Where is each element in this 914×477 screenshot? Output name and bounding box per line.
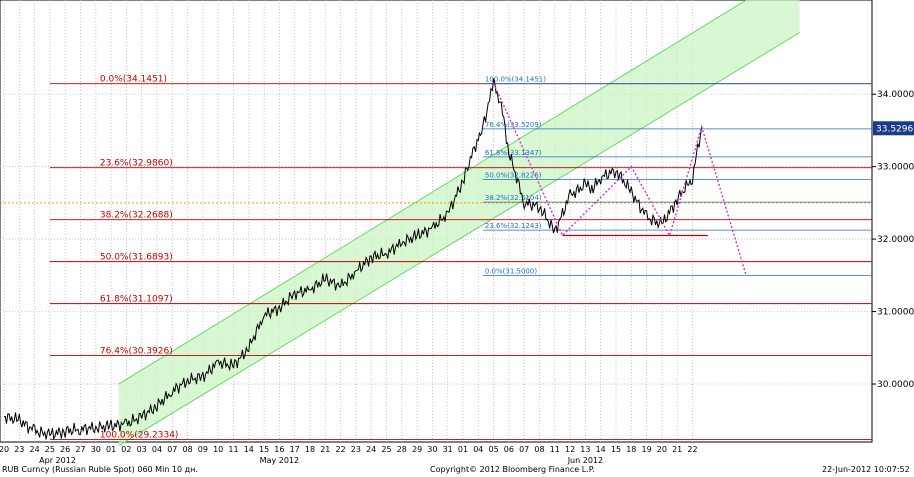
x-tick-label: 12	[565, 445, 575, 454]
x-tick-label: 07	[167, 445, 177, 454]
x-tick-label: 16	[274, 445, 284, 454]
x-tick-label: 24	[366, 445, 376, 454]
y-tick-label: 30.0000	[877, 380, 914, 390]
x-tick-label: 03	[137, 445, 147, 454]
x-tick-label: 02	[121, 445, 131, 454]
y-tick-label: 32.0000	[877, 235, 914, 245]
axes: 30.0000 31.0000 32.0000 33.0000 34.0000 33.52…	[0, 90, 914, 465]
instrument-caption: RUB Curncy (Russian Ruble Spot) 060 Min …	[2, 465, 198, 474]
last-price-box	[873, 121, 914, 136]
x-tick-label: 22	[336, 445, 346, 454]
x-tick-label: 30	[91, 445, 101, 454]
fib-main-label: 100.0%(29.2334)	[100, 431, 179, 441]
fib-recent-label: 100.0%(34.1451)	[485, 76, 546, 84]
fibonacci-levels: 0.0%(34.1451) 23.6%(32.9860) 38.2%(32.2688…	[0, 75, 872, 441]
x-tick-label: 30	[427, 445, 437, 454]
fib-recent-label: 76.4%(33.5209)	[485, 121, 542, 129]
y-tick-label: 31.0000	[877, 308, 914, 318]
fib-main-label: 0.0%(34.1451)	[100, 75, 167, 85]
y-tick-label: 33.0000	[877, 163, 914, 173]
x-tick-label: 19	[642, 445, 652, 454]
x-tick-label: 13	[580, 445, 590, 454]
x-tick-label: 25	[45, 445, 55, 454]
x-tick-label: 26	[60, 445, 70, 454]
x-tick-label: 08	[183, 445, 193, 454]
x-tick-label: 04	[152, 445, 162, 454]
x-tick-label: 05	[489, 445, 499, 454]
x-tick-label: 22	[687, 445, 697, 454]
timestamp-text: 22-Jun-2012 10:07:52	[822, 465, 910, 474]
x-tick-label: 15	[259, 445, 269, 454]
x-tick-label: 23	[351, 445, 361, 454]
x-tick-label: 20	[0, 445, 9, 454]
fib-main-label: 23.6%(32.9860)	[100, 159, 173, 169]
x-tick-label: 08	[534, 445, 544, 454]
last-price-label: 33.5296	[876, 124, 913, 134]
trend-channel	[118, 0, 800, 447]
x-tick-label: 20	[657, 445, 667, 454]
fib-main-label: 50.0%(31.6893)	[100, 253, 173, 263]
x-tick-label: 10	[213, 445, 223, 454]
x-tick-label: 21	[672, 445, 682, 454]
x-month-label: Apr 2012	[39, 456, 76, 465]
x-tick-label: 04	[473, 445, 483, 454]
x-tick-label: 27	[75, 445, 85, 454]
x-tick-label: 17	[290, 445, 300, 454]
x-tick-label: 07	[519, 445, 529, 454]
x-tick-label: 11	[228, 445, 238, 454]
x-tick-label: 14	[244, 445, 254, 454]
channel-lower-line	[118, 32, 800, 447]
x-tick-label: 18	[626, 445, 636, 454]
fib-recent-label: 0.0%(31.5000)	[485, 267, 537, 275]
price-series	[3, 78, 703, 441]
x-month-label: Jun 2012	[567, 456, 603, 465]
projection-overlay	[492, 83, 747, 276]
x-tick-label: 06	[504, 445, 514, 454]
x-tick-label: 01	[106, 445, 116, 454]
x-tick-label: 01	[458, 445, 468, 454]
x-tick-label: 25	[381, 445, 391, 454]
channel-fill	[118, 0, 800, 446]
x-tick-label: 18	[305, 445, 315, 454]
x-tick-label: 15	[611, 445, 621, 454]
x-tick-label: 31	[443, 445, 453, 454]
x-tick-label: 21	[320, 445, 330, 454]
fib-main-label: 76.4%(30.3926)	[100, 347, 173, 357]
x-tick-label: 23	[14, 445, 24, 454]
x-tick-label: 28	[397, 445, 407, 454]
y-tick-label: 34.0000	[877, 90, 914, 100]
x-tick-label: 29	[412, 445, 422, 454]
x-tick-label: 24	[30, 445, 40, 454]
fib-recent-label: 61.8%(33.1347)	[485, 149, 542, 157]
fib-main-label: 38.2%(32.2688)	[100, 211, 173, 221]
x-tick-label: 09	[198, 445, 208, 454]
fib-main-label: 61.8%(31.1097)	[100, 295, 173, 305]
x-tick-label: 11	[550, 445, 560, 454]
x-tick-label: 14	[596, 445, 606, 454]
price-line	[3, 78, 703, 441]
x-month-label: May 2012	[260, 456, 299, 465]
copyright-text: Copyright© 2012 Bloomberg Finance L.P.	[430, 465, 595, 474]
fib-recent-label: 38.2%(32.5104)	[485, 194, 542, 202]
fib-recent-label: 23.6%(32.1243)	[485, 222, 542, 230]
fib-recent-label: 50.0%(32.8226)	[485, 172, 542, 180]
channel-upper-line	[118, 0, 748, 385]
